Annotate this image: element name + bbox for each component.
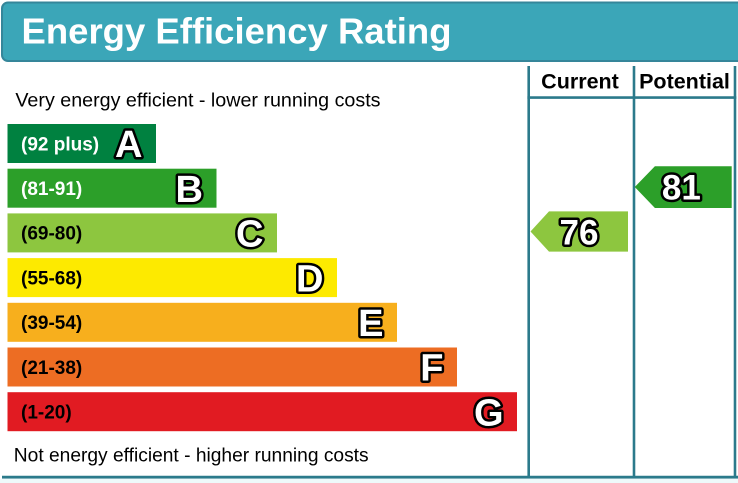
svg-text:(92 plus): (92 plus) (21, 134, 99, 155)
svg-text:D: D (296, 258, 323, 300)
svg-text:Very energy efficient - lower: Very energy efficient - lower running co… (15, 90, 380, 112)
svg-text:(81-91): (81-91) (21, 179, 82, 200)
svg-text:C: C (236, 214, 263, 256)
svg-text:81: 81 (662, 169, 701, 208)
svg-text:Not energy efficient - higher: Not energy efficient - higher running co… (14, 445, 369, 466)
svg-text:(1-20): (1-20) (21, 403, 72, 424)
svg-text:(69-80): (69-80) (21, 224, 82, 245)
svg-text:Energy Efficiency Rating: Energy Efficiency Rating (22, 11, 452, 52)
svg-text:(21-38): (21-38) (21, 358, 82, 379)
svg-text:B: B (176, 169, 203, 211)
svg-text:E: E (358, 303, 383, 345)
svg-text:F: F (420, 348, 443, 390)
svg-text:Current: Current (541, 70, 619, 94)
svg-text:76: 76 (560, 213, 599, 252)
svg-text:(39-54): (39-54) (21, 313, 82, 334)
svg-text:Potential: Potential (639, 70, 730, 94)
svg-text:(55-68): (55-68) (21, 268, 82, 289)
svg-text:G: G (474, 392, 504, 434)
svg-text:A: A (115, 124, 142, 166)
